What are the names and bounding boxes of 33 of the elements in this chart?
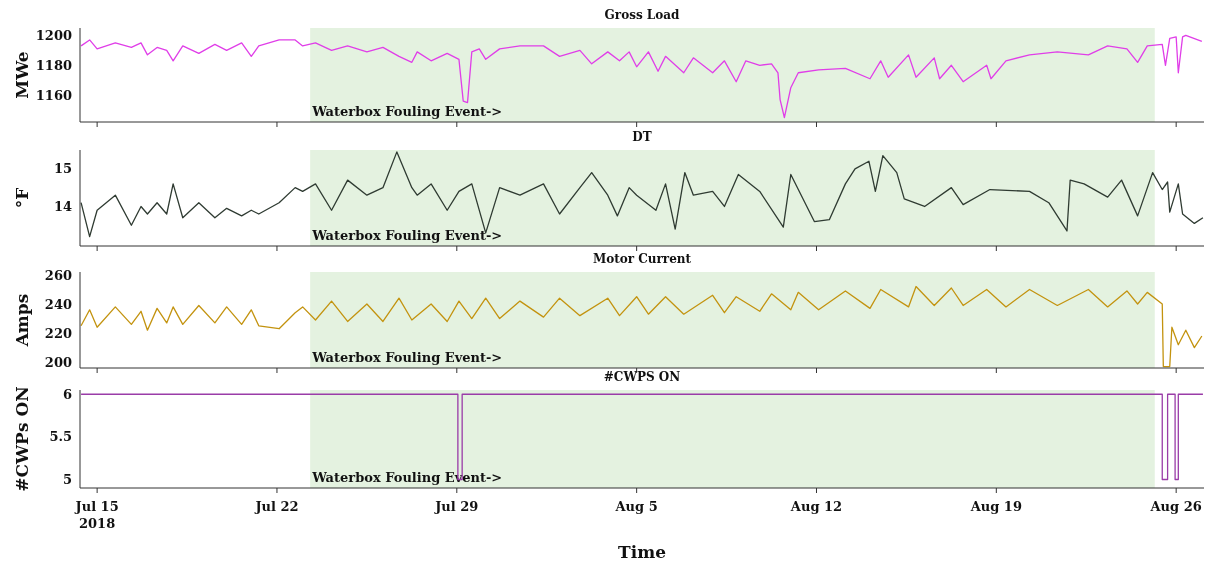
- band-label: Waterbox Fouling Event->: [311, 470, 503, 485]
- chart-title: DT: [631, 130, 653, 144]
- x-tick-label: Aug 26: [1149, 499, 1202, 514]
- y-tick-label: 5.5: [49, 429, 72, 445]
- y-tick-label: 260: [44, 267, 72, 283]
- x-tick-label: Jul 29: [434, 499, 479, 514]
- band-label: Waterbox Fouling Event->: [311, 228, 503, 243]
- y-tick-label: 15: [53, 161, 72, 177]
- chart-title: Motor Current: [591, 252, 693, 266]
- y-tick-label: 240: [44, 296, 72, 312]
- chart-title: #CWPS ON: [602, 370, 682, 384]
- y-tick-label: 1200: [35, 28, 72, 44]
- x-tick-label: Aug 12: [789, 499, 843, 514]
- band-label: Waterbox Fouling Event->: [311, 104, 503, 119]
- x-tick-label: Jul 15 2018: [74, 499, 119, 531]
- y-tick-label: 5: [62, 472, 72, 488]
- y-tick-label: 6: [62, 386, 72, 402]
- band-label: Waterbox Fouling Event->: [311, 350, 503, 365]
- x-axis-title: Time: [618, 542, 667, 562]
- line-series: [80, 34, 1203, 119]
- chart-title: Gross Load: [603, 8, 681, 22]
- y-axis-title: °F: [12, 187, 32, 209]
- y-tick-label: 1180: [35, 57, 72, 73]
- x-tick-label: Aug 5: [614, 499, 658, 514]
- y-tick-label: 200: [44, 354, 72, 370]
- y-axis-title: Amps: [12, 293, 32, 348]
- y-tick-label: 220: [44, 325, 72, 341]
- y-tick-label: 14: [53, 199, 72, 215]
- x-tick-label: Aug 19: [969, 499, 1022, 514]
- y-tick-label: 1160: [35, 87, 72, 103]
- x-tick-label: Jul 22: [254, 499, 299, 514]
- y-axis-title: MWe: [12, 51, 32, 99]
- y-axis-title: #CWPs ON: [12, 386, 32, 492]
